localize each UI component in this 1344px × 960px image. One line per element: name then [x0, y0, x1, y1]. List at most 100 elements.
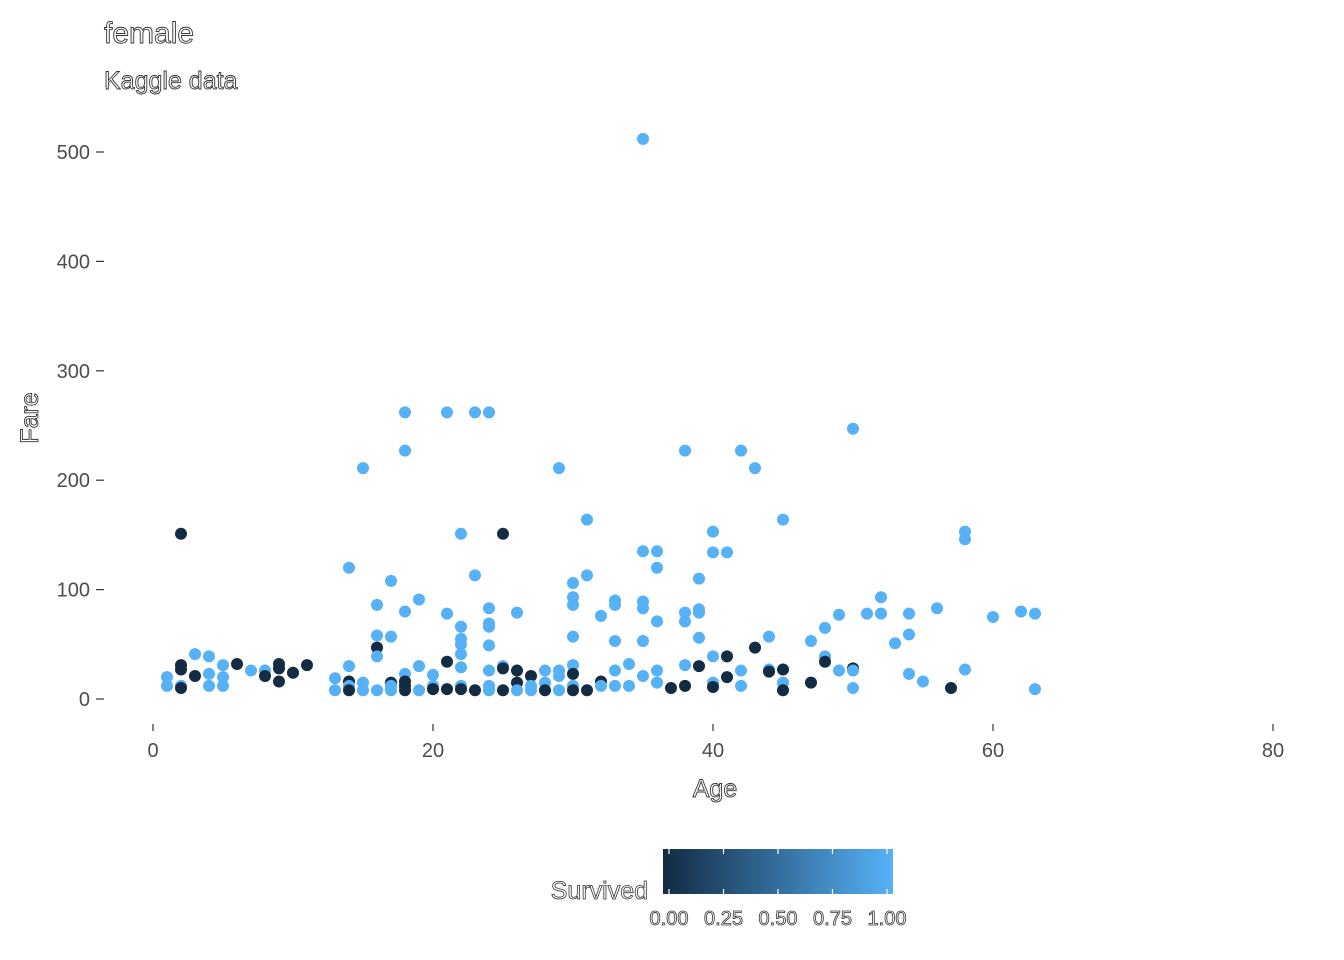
point-survived: [483, 620, 495, 633]
point-survived: [217, 659, 229, 672]
point-survived: [679, 615, 691, 628]
point-survived: [203, 679, 215, 692]
point-survived: [679, 659, 691, 672]
point-survived: [847, 682, 859, 695]
point-survived: [483, 664, 495, 677]
point-survived: [735, 664, 747, 677]
point-died: [777, 663, 789, 676]
point-survived: [847, 422, 859, 435]
point-survived: [833, 608, 845, 621]
point-survived: [441, 406, 453, 419]
point-survived: [385, 574, 397, 587]
point-survived: [217, 679, 229, 692]
point-died: [259, 670, 271, 683]
point-survived: [161, 679, 173, 692]
x-tick-label: 0: [147, 740, 158, 762]
point-died: [945, 682, 957, 695]
point-survived: [693, 572, 705, 585]
point-survived: [329, 672, 341, 685]
point-survived: [413, 684, 425, 697]
point-survived: [539, 664, 551, 677]
point-survived: [329, 684, 341, 697]
point-survived: [455, 620, 467, 633]
point-survived: [441, 607, 453, 620]
legend-ticks: 0.00 0.25 0.50 0.75 1.00: [649, 849, 907, 930]
point-survived: [1029, 683, 1041, 696]
point-survived: [483, 602, 495, 615]
point-survived: [651, 664, 663, 677]
point-died: [371, 641, 383, 654]
y-tick-label: 100: [57, 580, 90, 602]
point-survived: [777, 513, 789, 526]
point-survived: [651, 561, 663, 574]
chart-title: female: [104, 17, 194, 50]
point-died: [301, 659, 313, 672]
point-survived: [609, 664, 621, 677]
point-died: [497, 684, 509, 697]
point-survived: [203, 650, 215, 663]
point-survived: [651, 545, 663, 558]
color-legend: Survived 0.00 0.25 0.50 0.75 1.00: [550, 849, 907, 930]
point-survived: [399, 406, 411, 419]
point-survived: [805, 635, 817, 648]
point-died: [763, 665, 775, 678]
point-survived: [455, 638, 467, 651]
point-survived: [343, 660, 355, 673]
point-died: [441, 655, 453, 668]
x-axis-title: Age: [693, 775, 737, 803]
point-survived: [567, 577, 579, 590]
point-survived: [595, 609, 607, 622]
point-died: [539, 684, 551, 697]
point-survived: [567, 598, 579, 611]
point-survived: [567, 659, 579, 672]
point-survived: [581, 569, 593, 582]
point-survived: [959, 533, 971, 546]
point-died: [679, 679, 691, 692]
point-survived: [161, 671, 173, 684]
legend-tick-label: 0.25: [704, 908, 743, 930]
legend-tick-label: 0.50: [759, 908, 798, 930]
point-died: [721, 650, 733, 663]
legend-tick-label: 0.00: [650, 908, 689, 930]
point-survived: [413, 593, 425, 606]
point-died: [581, 684, 593, 697]
point-died: [777, 684, 789, 697]
legend-colorbar: [663, 849, 893, 894]
point-survived: [217, 671, 229, 684]
point-died: [805, 676, 817, 689]
point-survived: [413, 660, 425, 673]
point-survived: [651, 676, 663, 689]
point-survived: [245, 664, 257, 677]
point-died: [427, 683, 439, 696]
point-survived: [889, 637, 901, 650]
point-survived: [469, 406, 481, 419]
point-died: [567, 667, 579, 680]
point-survived: [679, 444, 691, 457]
point-survived: [357, 684, 369, 697]
point-survived: [371, 629, 383, 642]
point-survived: [651, 615, 663, 628]
y-tick-label: 0: [79, 689, 90, 711]
point-died: [665, 682, 677, 695]
point-survived: [343, 561, 355, 574]
point-survived: [959, 663, 971, 676]
point-died: [189, 670, 201, 683]
point-survived: [1015, 605, 1027, 618]
point-survived: [455, 661, 467, 674]
point-died: [175, 663, 187, 676]
y-axis-title: Fare: [16, 392, 44, 443]
point-survived: [749, 462, 761, 475]
legend-tick-label: 0.75: [813, 908, 852, 930]
point-survived: [623, 657, 635, 670]
point-survived: [385, 684, 397, 697]
point-died: [497, 662, 509, 675]
x-tick-label: 60: [982, 740, 1004, 762]
point-died: [231, 657, 243, 670]
point-died: [441, 683, 453, 696]
point-died: [749, 641, 761, 654]
point-died: [343, 684, 355, 697]
y-tick-label: 500: [57, 142, 90, 164]
point-survived: [469, 569, 481, 582]
point-survived: [483, 639, 495, 652]
